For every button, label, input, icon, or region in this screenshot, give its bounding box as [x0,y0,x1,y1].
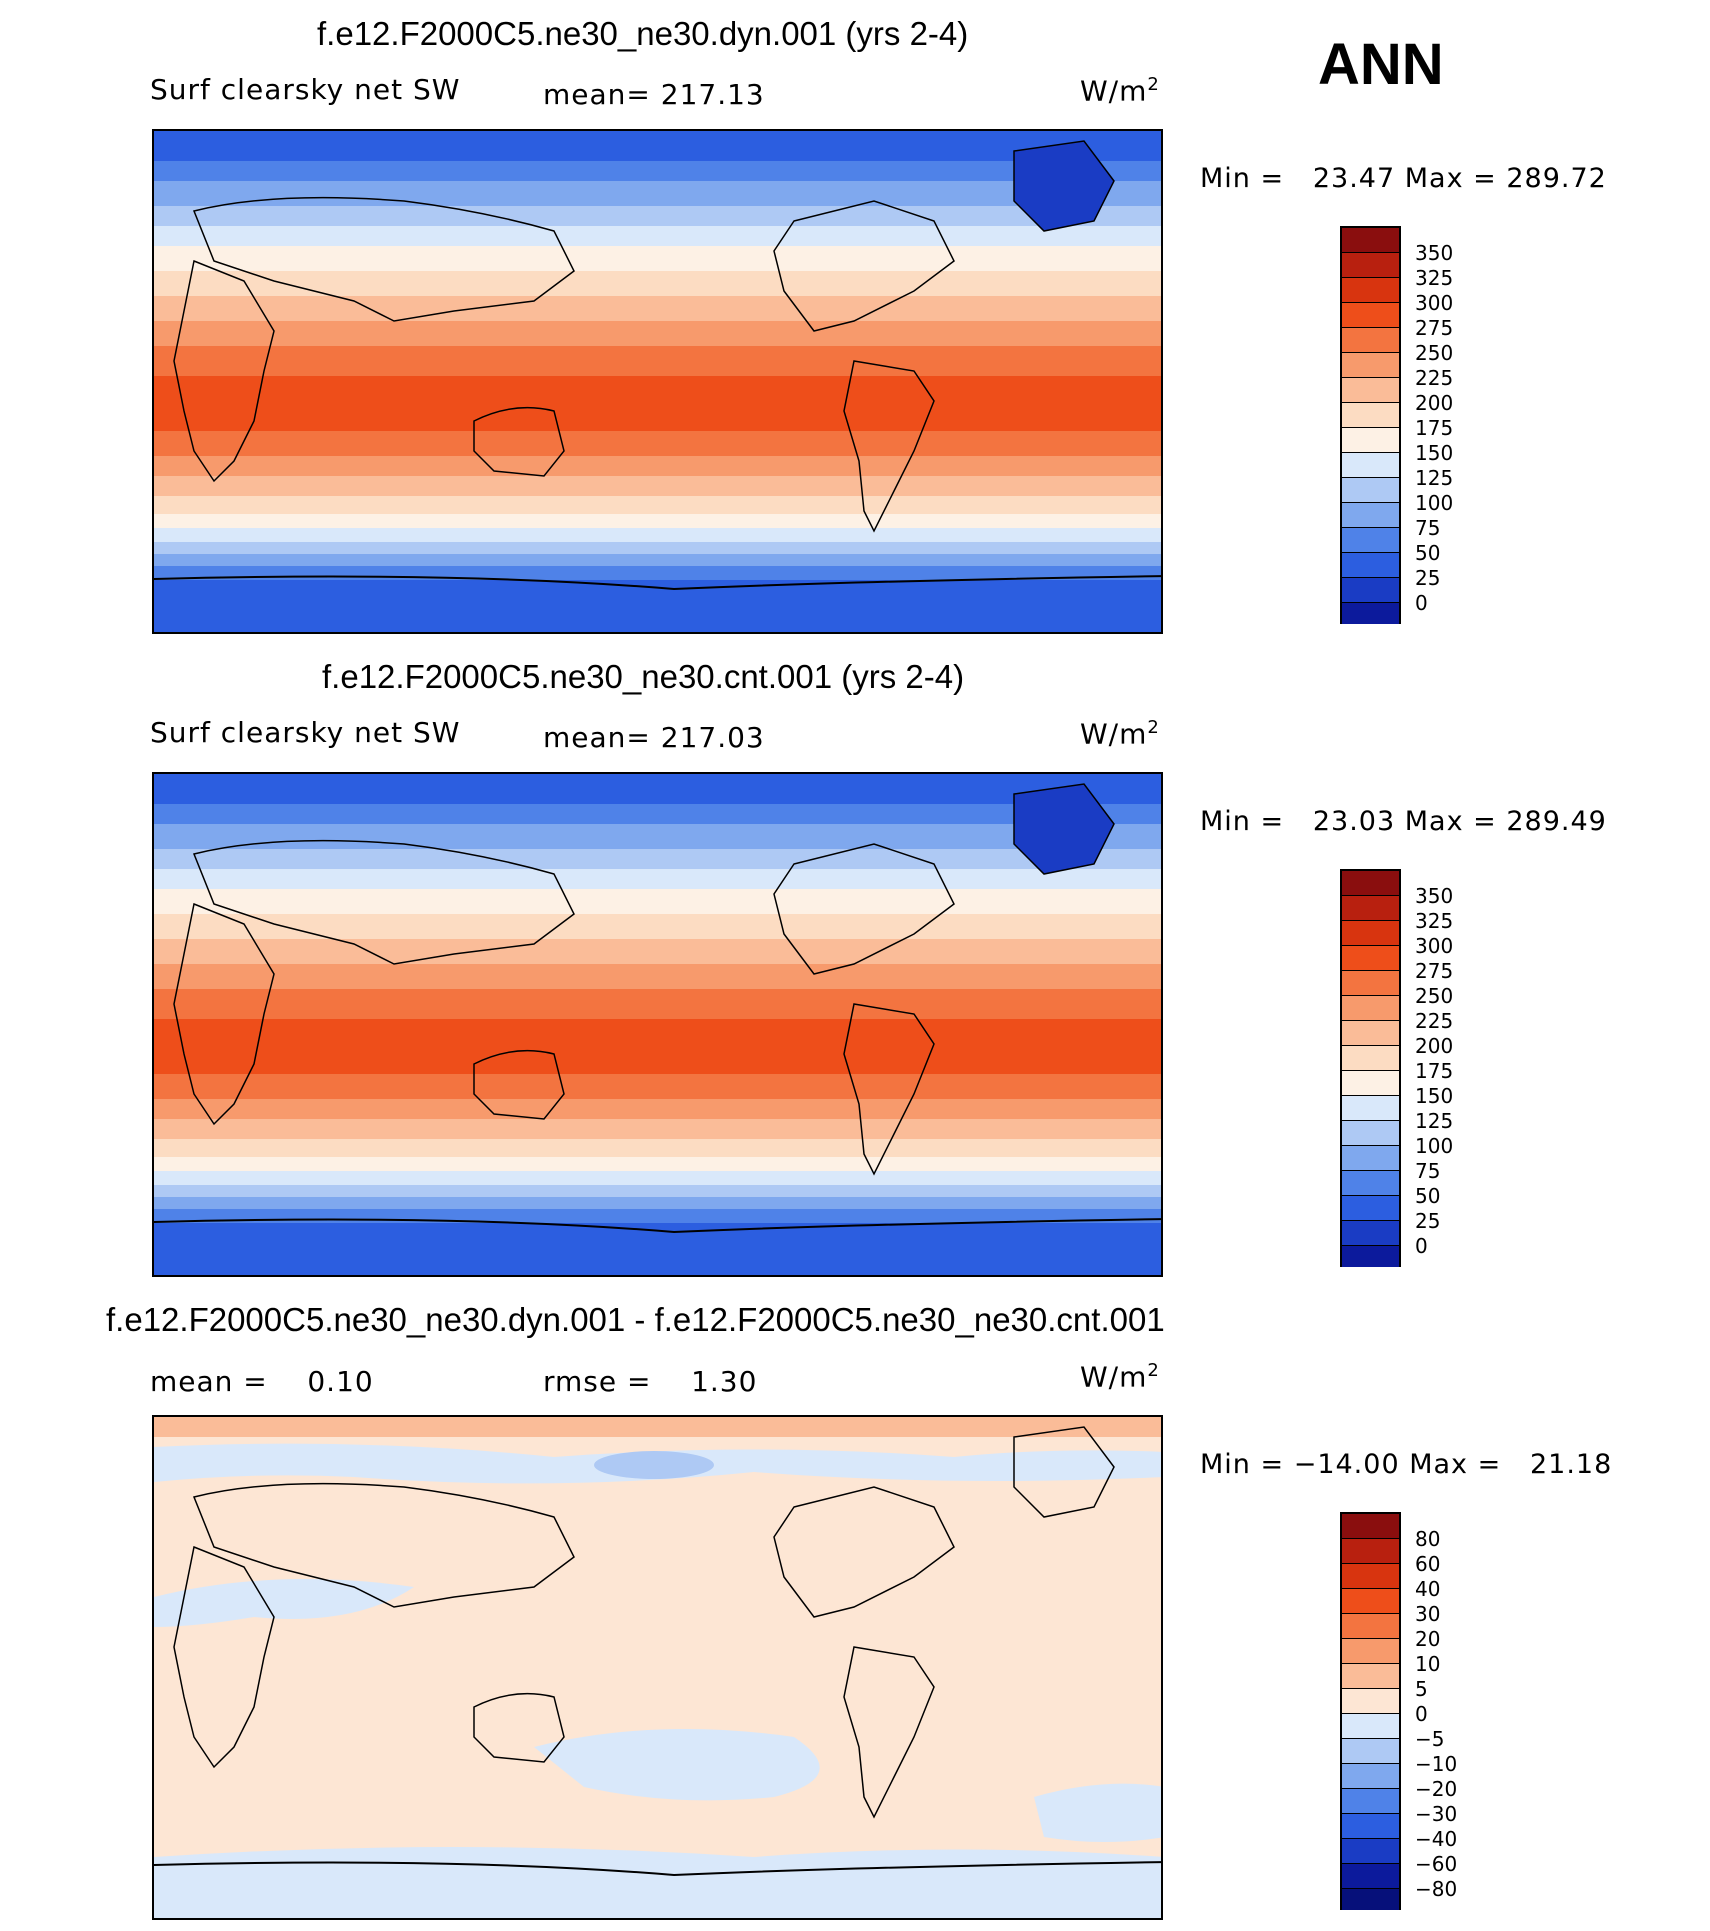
panel-1-colorbar-tick: 125 [1415,466,1454,490]
panel-2-colorbar-tick: 100 [1415,1134,1454,1158]
panel-3-colorbar-tick: −60 [1415,1852,1458,1876]
panel-3-colorbar-tick: −10 [1415,1752,1458,1776]
panel-3-rmse-label: rmse = 1.30 [543,1365,758,1398]
panel-2-colorbar-tick: 175 [1415,1059,1454,1083]
panel-3-minmax: Min = −14.00 Max = 21.18 [1200,1449,1613,1480]
panel-1-colorbar-tick: 200 [1415,391,1454,415]
panel-3-colorbar-tick: 80 [1415,1527,1441,1551]
panel-1-colorbar-tick: 250 [1415,341,1454,365]
panel-3-colorbar-tick: −30 [1415,1802,1458,1826]
panel-1-colorbar-tick: 350 [1415,241,1454,265]
panel-2-map [152,772,1163,1277]
panel-2-minmax: Min = 23.03 Max = 289.49 [1200,806,1607,837]
panel-2-colorbar [1340,869,1401,1267]
panel-1-colorbar-tick: 0 [1415,591,1428,615]
panel-3-colorbar-tick: 30 [1415,1602,1441,1626]
panel-1-colorbar-tick: 175 [1415,416,1454,440]
panel-1-colorbar-tick: 300 [1415,291,1454,315]
panel-3-title: f.e12.F2000C5.ne30_ne30.dyn.001 - f.e12.… [106,1301,1165,1338]
panel-2-colorbar-tick: 0 [1415,1234,1428,1258]
panel-3-mean-label: mean = 0.10 [150,1365,374,1398]
panel-3-colorbar-tick: 60 [1415,1552,1441,1576]
panel-1-colorbar-tick: 25 [1415,566,1441,590]
panel-3-colorbar-tick: 40 [1415,1577,1441,1601]
panel-3-colorbar [1340,1512,1401,1910]
panel-1-minmax: Min = 23.47 Max = 289.72 [1200,163,1607,194]
panel-2-colorbar-tick: 25 [1415,1209,1441,1233]
panel-3-colorbar-tick: −5 [1415,1727,1445,1751]
panel-2-colorbar-tick: 275 [1415,959,1454,983]
panel-1-colorbar-tick: 225 [1415,366,1454,390]
panel-1-colorbar-tick: 75 [1415,516,1441,540]
panel-2-colorbar-tick: 75 [1415,1159,1441,1183]
panel-2-colorbar-tick: 50 [1415,1184,1441,1208]
panel-2-colorbar-tick: 250 [1415,984,1454,1008]
panel-2-colorbar-tick: 300 [1415,934,1454,958]
panel-3-units: W/m2 [1080,1360,1160,1394]
panel-2-colorbar-tick: 200 [1415,1034,1454,1058]
panel-3-colorbar-tick: −20 [1415,1777,1458,1801]
season-label: ANN [1318,32,1444,97]
panel-1-colorbar-tick: 325 [1415,266,1454,290]
panel-2-colorbar-tick: 125 [1415,1109,1454,1133]
panel-2-colorbar-tick: 150 [1415,1084,1454,1108]
panel-2-mean-label: mean= 217.03 [543,721,765,754]
panel-1-colorbar-tick: 100 [1415,491,1454,515]
panel-2-units: W/m2 [1080,717,1160,751]
panel-2-title: f.e12.F2000C5.ne30_ne30.cnt.001 (yrs 2-4… [322,658,965,695]
panel-2-colorbar-tick: 325 [1415,909,1454,933]
panel-1-map [152,129,1163,634]
panel-3-colorbar-tick: 0 [1415,1702,1428,1726]
panel-3-map [152,1415,1163,1920]
panel-1-colorbar-tick: 150 [1415,441,1454,465]
panel-3-colorbar-tick: 10 [1415,1652,1441,1676]
panel-2-colorbar-tick: 350 [1415,884,1454,908]
panel-1-units: W/m2 [1080,74,1160,108]
panel-3-colorbar-tick: 5 [1415,1677,1428,1701]
panel-3-colorbar-tick: −80 [1415,1877,1458,1901]
panel-1-mean-label: mean= 217.13 [543,78,765,111]
panel-2-colorbar-tick: 225 [1415,1009,1454,1033]
panel-1-colorbar-tick: 275 [1415,316,1454,340]
panel-1-colorbar [1340,226,1401,624]
panel-1-title: f.e12.F2000C5.ne30_ne30.dyn.001 (yrs 2-4… [317,15,969,52]
panel-3-colorbar-tick: 20 [1415,1627,1441,1651]
panel-1-variable-label: Surf clearsky net SW [150,73,461,106]
panel-3-colorbar-tick: −40 [1415,1827,1458,1851]
panel-2-variable-label: Surf clearsky net SW [150,716,461,749]
panel-1-colorbar-tick: 50 [1415,541,1441,565]
